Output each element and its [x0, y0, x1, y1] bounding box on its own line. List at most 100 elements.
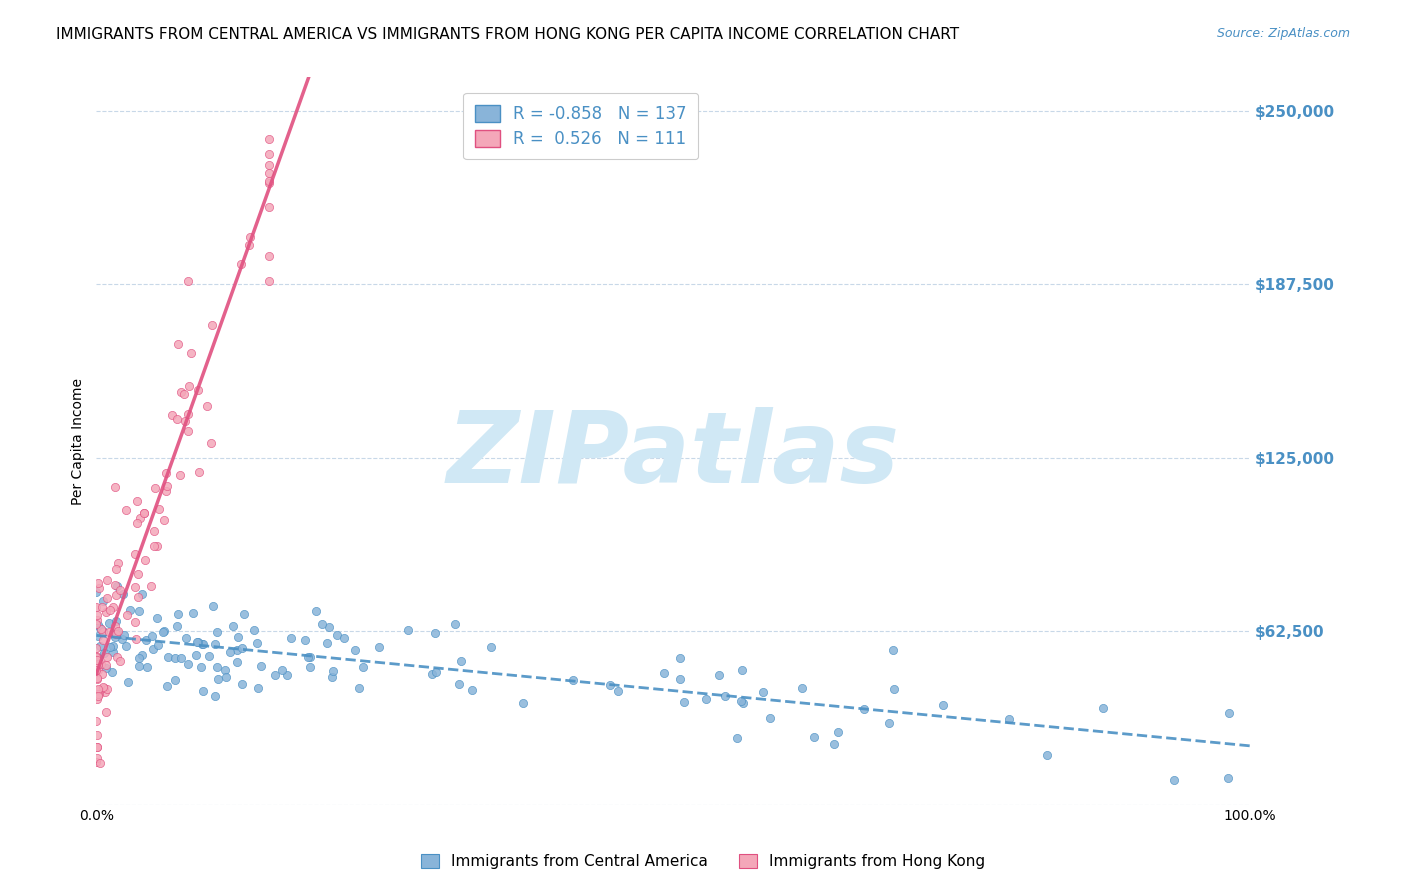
- Point: [174, 631, 197, 645]
- Point: [87, 689, 110, 703]
- Point: [86, 650, 108, 665]
- Point: [165, 673, 187, 687]
- Point: [156, 679, 179, 693]
- Text: ZIPatlas: ZIPatlas: [447, 407, 900, 504]
- Point: [205, 624, 228, 639]
- Point: [100, 603, 122, 617]
- Point: [479, 640, 502, 654]
- Point: [157, 650, 180, 665]
- Point: [1218, 706, 1240, 720]
- Point: [90, 622, 112, 636]
- Point: [200, 436, 222, 450]
- Point: [86, 728, 108, 742]
- Point: [883, 681, 905, 696]
- Point: [97, 624, 120, 639]
- Point: [101, 665, 124, 680]
- Point: [104, 588, 127, 602]
- Point: [101, 639, 124, 653]
- Point: [118, 603, 141, 617]
- Point: [111, 587, 134, 601]
- Text: Source: ZipAtlas.com: Source: ZipAtlas.com: [1216, 27, 1350, 40]
- Point: [89, 639, 111, 653]
- Point: [117, 674, 139, 689]
- Point: [222, 619, 245, 633]
- Point: [169, 468, 191, 483]
- Point: [86, 692, 108, 706]
- Point: [759, 711, 782, 725]
- Point: [142, 642, 165, 657]
- Point: [1092, 700, 1115, 714]
- Point: [853, 702, 876, 716]
- Point: [191, 637, 214, 651]
- Point: [311, 616, 333, 631]
- Point: [143, 481, 166, 495]
- Point: [186, 635, 208, 649]
- Point: [86, 649, 108, 664]
- Point: [1036, 747, 1059, 762]
- Point: [193, 684, 215, 698]
- Point: [86, 755, 108, 769]
- Point: [197, 649, 219, 664]
- Point: [184, 648, 207, 662]
- Point: [181, 606, 204, 620]
- Y-axis label: Per Capita Income: Per Capita Income: [72, 377, 86, 505]
- Point: [998, 713, 1021, 727]
- Point: [1163, 772, 1185, 787]
- Point: [450, 654, 472, 668]
- Point: [86, 751, 108, 765]
- Point: [298, 660, 321, 674]
- Point: [96, 591, 118, 606]
- Point: [730, 663, 752, 677]
- Point: [91, 632, 114, 647]
- Point: [166, 411, 188, 425]
- Point: [129, 510, 152, 524]
- Point: [420, 667, 443, 681]
- Point: [101, 600, 124, 615]
- Point: [321, 670, 343, 684]
- Point: [139, 578, 162, 592]
- Point: [170, 385, 193, 400]
- Point: [725, 731, 748, 745]
- Point: [93, 680, 115, 694]
- Point: [231, 640, 253, 655]
- Point: [89, 756, 111, 770]
- Point: [425, 665, 447, 680]
- Point: [96, 681, 118, 696]
- Point: [259, 200, 281, 214]
- Point: [239, 230, 262, 244]
- Point: [512, 696, 534, 710]
- Point: [87, 664, 110, 678]
- Point: [447, 677, 470, 691]
- Point: [142, 524, 165, 538]
- Point: [104, 619, 127, 633]
- Point: [105, 650, 128, 665]
- Point: [87, 682, 110, 697]
- Point: [105, 614, 128, 628]
- Point: [882, 643, 904, 657]
- Point: [115, 607, 138, 622]
- Point: [226, 630, 249, 644]
- Point: [299, 649, 322, 664]
- Point: [204, 690, 226, 704]
- Point: [132, 507, 155, 521]
- Point: [932, 698, 955, 712]
- Point: [90, 657, 112, 671]
- Point: [877, 715, 900, 730]
- Point: [86, 682, 108, 697]
- Point: [205, 660, 228, 674]
- Point: [128, 604, 150, 618]
- Point: [333, 631, 356, 645]
- Point: [146, 539, 169, 553]
- Point: [259, 131, 281, 145]
- Point: [89, 687, 111, 701]
- Point: [259, 274, 281, 288]
- Point: [316, 636, 339, 650]
- Point: [153, 513, 176, 527]
- Point: [156, 479, 179, 493]
- Point: [115, 503, 138, 517]
- Point: [443, 616, 465, 631]
- Legend: Immigrants from Central America, Immigrants from Hong Kong: Immigrants from Central America, Immigra…: [415, 848, 991, 875]
- Point: [148, 502, 170, 516]
- Point: [191, 637, 214, 651]
- Point: [276, 667, 298, 681]
